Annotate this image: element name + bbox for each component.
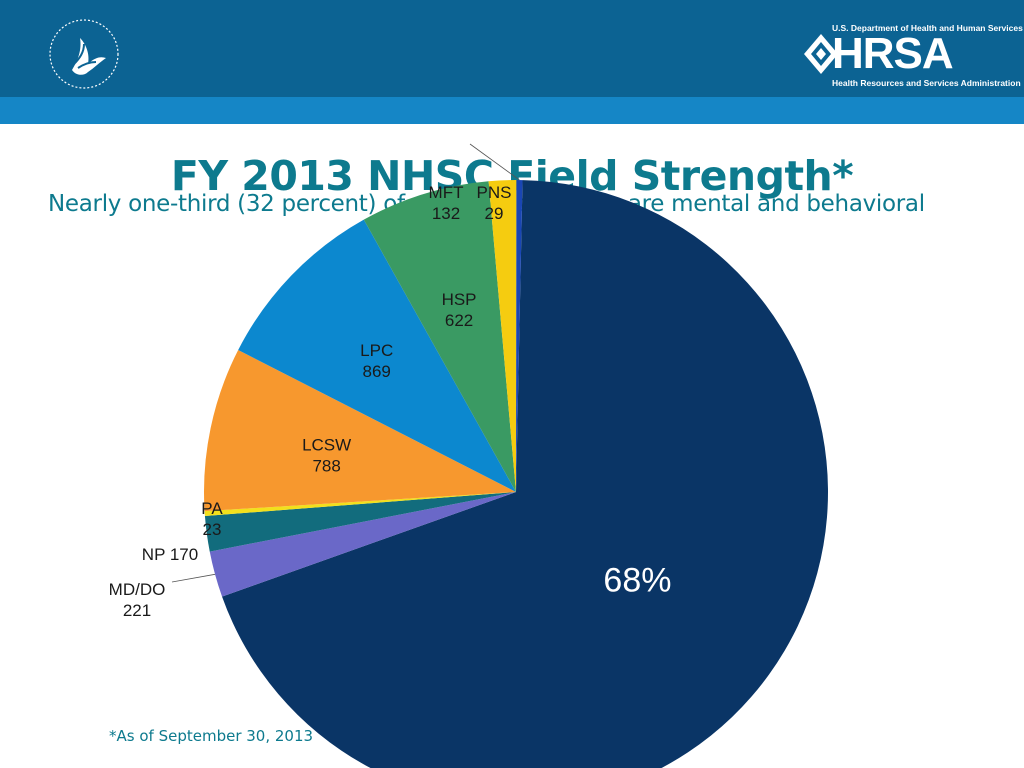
header-bar: [0, 0, 1024, 97]
pie-slice-lpc: [238, 219, 516, 493]
pie-slice-np: [204, 492, 516, 552]
pie-slice-pa: [204, 492, 517, 516]
slice-label-md-do: MD/DO 221: [109, 580, 166, 620]
leader-line-md-do: [171, 573, 216, 583]
slice-label-np: NP 170: [142, 545, 198, 564]
slice-label-lcsw: LCSW 788: [302, 436, 351, 476]
slice-label-pa: PA 23: [201, 499, 223, 539]
hrsa-subtitle-text: Health Resources and Services Administra…: [832, 78, 1021, 88]
pie-slice-hsp: [363, 181, 516, 492]
pie-slice-68-: [222, 180, 828, 768]
slice-label-lpc: LPC 869: [360, 341, 393, 381]
hrsa-wordmark: HRSA: [832, 29, 954, 78]
slice-label-68-: 68%: [603, 562, 671, 600]
hrsa-department-text: U.S. Department of Health and Human Serv…: [832, 23, 1023, 33]
pie-slice-pns: [516, 180, 523, 493]
pie-slice-lcsw: [204, 350, 516, 512]
hhs-seal-icon: [49, 19, 119, 89]
leader-line-pns: [469, 143, 520, 181]
pie-slice-md-do: [209, 492, 516, 597]
slice-label-hsp: HSP 622: [442, 290, 477, 330]
pie-slice-mft: [488, 180, 517, 492]
footnote: *As of September 30, 2013: [109, 727, 314, 745]
hrsa-logo-icon: [804, 34, 838, 74]
slice-label-mft: MFT 132: [429, 183, 464, 223]
header-band: [0, 97, 1024, 124]
slice-label-pns: PNS 29: [477, 183, 512, 223]
